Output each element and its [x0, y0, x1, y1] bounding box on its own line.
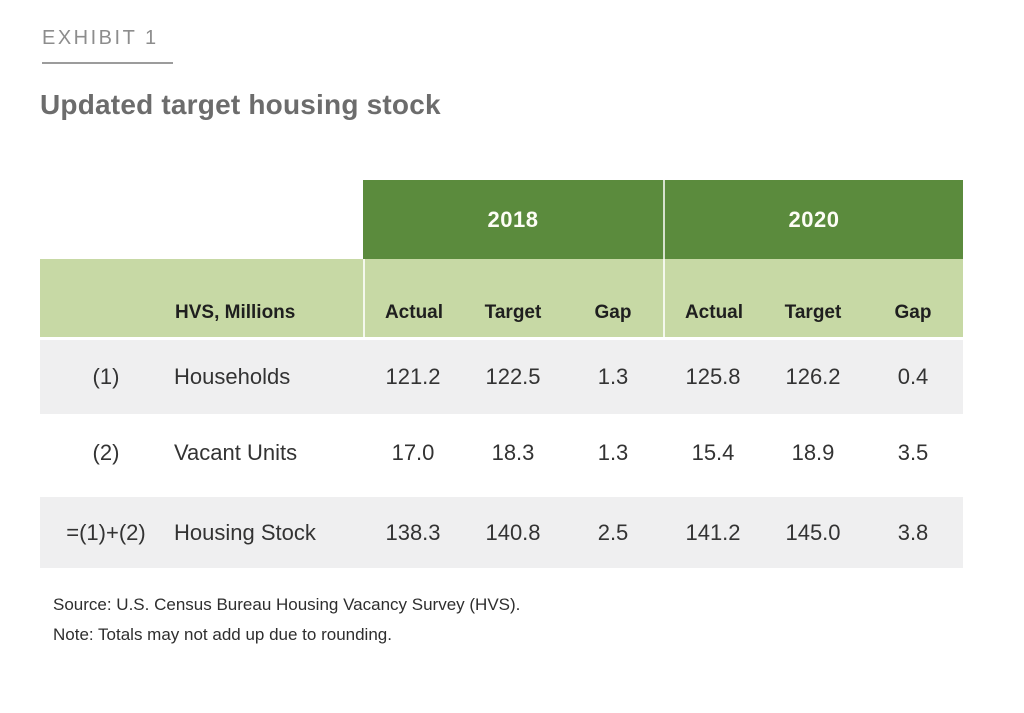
year-header-spacer — [40, 180, 363, 259]
housing-stock-2018-target: 140.8 — [463, 491, 563, 568]
vacant-units-2018-gap: 1.3 — [563, 414, 663, 491]
year-header-2020: 2020 — [663, 180, 963, 259]
row-label-vacant-units: Vacant Units — [172, 414, 363, 491]
vacant-units-2020-gap: 3.5 — [863, 414, 963, 491]
housing-stock-2020-actual: 141.2 — [663, 491, 763, 568]
rounding-note: Note: Totals may not add up due to round… — [53, 625, 392, 644]
row-label-housing-stock: Housing Stock — [172, 491, 363, 568]
row-id-housing-stock: =(1)+(2) — [40, 491, 172, 568]
households-2018-target: 122.5 — [463, 337, 563, 414]
source-note: Source: U.S. Census Bureau Housing Vacan… — [53, 595, 521, 614]
column-header-target-2018: Target — [463, 259, 563, 337]
footnotes: Source: U.S. Census Bureau Housing Vacan… — [53, 590, 1024, 650]
year-header-2018: 2018 — [363, 180, 663, 259]
row-id-households: (1) — [40, 337, 172, 414]
housing-stock-2018-gap: 2.5 — [563, 491, 663, 568]
households-2020-target: 126.2 — [763, 337, 863, 414]
column-header-gap-2020: Gap — [863, 259, 963, 337]
column-header-actual-2020: Actual — [663, 259, 763, 337]
vacant-units-2020-target: 18.9 — [763, 414, 863, 491]
housing-stock-table: 2018 2020 HVS, Millions Actual Target Ga… — [40, 180, 963, 568]
households-2018-actual: 121.2 — [363, 337, 463, 414]
exhibit-underline — [42, 62, 173, 64]
housing-stock-2020-gap: 3.8 — [863, 491, 963, 568]
households-2018-gap: 1.3 — [563, 337, 663, 414]
column-header-gap-2018: Gap — [563, 259, 663, 337]
vacant-units-2020-actual: 15.4 — [663, 414, 763, 491]
households-2020-gap: 0.4 — [863, 337, 963, 414]
vacant-units-2018-target: 18.3 — [463, 414, 563, 491]
row-label-households: Households — [172, 337, 363, 414]
housing-stock-2020-target: 145.0 — [763, 491, 863, 568]
housing-stock-2018-actual: 138.3 — [363, 491, 463, 568]
vacant-units-2018-actual: 17.0 — [363, 414, 463, 491]
households-2020-actual: 125.8 — [663, 337, 763, 414]
column-header-hvs-millions: HVS, Millions — [40, 259, 363, 337]
exhibit-label: EXHIBIT 1 — [42, 27, 159, 49]
column-header-actual-2018: Actual — [363, 259, 463, 337]
page-title: Updated target housing stock — [40, 89, 441, 120]
row-id-vacant-units: (2) — [40, 414, 172, 491]
column-header-target-2020: Target — [763, 259, 863, 337]
